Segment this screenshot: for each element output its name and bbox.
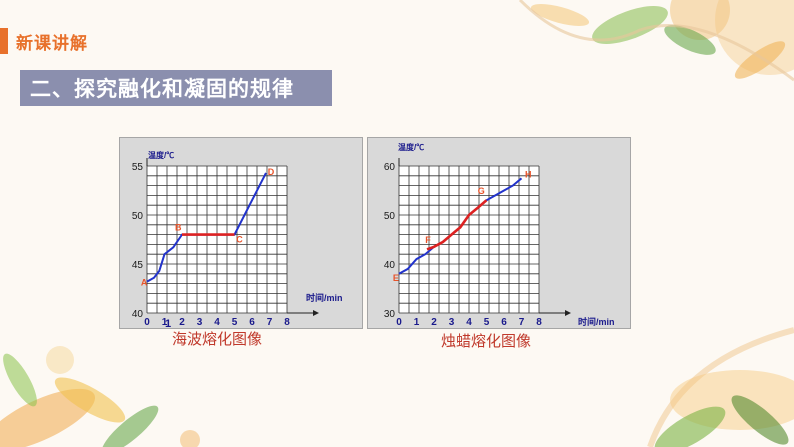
x-tick-label: 4 xyxy=(466,317,472,328)
y-tick-label: 50 xyxy=(132,211,144,222)
series-line-red xyxy=(426,199,488,251)
y-tick-label: 30 xyxy=(384,309,396,320)
x-tick-label: 2 xyxy=(179,317,185,328)
slide-title: 二、探究融化和凝固的规律 xyxy=(30,77,294,101)
title-band: 二、探究融化和凝固的规律 xyxy=(20,70,332,106)
x-tick-label: 3 xyxy=(197,317,203,328)
y-tick-label: 55 xyxy=(132,162,144,173)
x-tick-label: 6 xyxy=(501,317,507,328)
x-tick-label: 6 xyxy=(249,317,255,328)
x-tick-label: 3 xyxy=(449,317,455,328)
point-label-h: H xyxy=(525,169,532,179)
chart-panel-hypo: 0 1 2 3 4 5 6 7 8 40 45 50 55 温度/℃ 时间/min 1 A B C D xyxy=(119,137,363,329)
x-axis-arrow xyxy=(565,310,571,316)
point-label-c: C xyxy=(236,234,243,244)
chart-panel-wax: 0 1 2 3 4 5 6 7 8 30 40 50 60 温度/℃ 时间/min E F G H xyxy=(367,137,631,329)
chart-caption-hypo: 海波熔化图像 xyxy=(172,330,263,348)
point-label-g: G xyxy=(478,186,485,196)
y-tick-label: 45 xyxy=(132,260,144,271)
x-tick-label: 0 xyxy=(144,317,150,328)
axis-marker-label: 1 xyxy=(165,318,171,328)
point-label-e: E xyxy=(393,273,399,283)
x-axis-title: 时间/min xyxy=(578,316,615,327)
y-tick-label: 40 xyxy=(132,309,144,320)
x-tick-label: 7 xyxy=(267,317,273,328)
x-tick-label: 5 xyxy=(232,317,238,328)
x-tick-label: 2 xyxy=(431,317,437,328)
x-tick-label: 8 xyxy=(284,317,290,328)
y-axis-title: 温度/℃ xyxy=(148,150,174,160)
x-axis-title: 时间/min xyxy=(306,292,343,303)
x-tick-label: 1 xyxy=(414,317,420,328)
point-label-f: F xyxy=(425,235,431,245)
section-label: 新课讲解 xyxy=(16,33,88,54)
y-tick-label: 40 xyxy=(384,260,396,271)
x-tick-label: 8 xyxy=(536,317,542,328)
x-tick-label: 7 xyxy=(519,317,525,328)
x-tick-label: 1 xyxy=(162,317,168,328)
x-tick-label: 4 xyxy=(214,317,220,328)
point-label-a: A xyxy=(141,278,148,288)
y-tick-label: 60 xyxy=(384,162,396,173)
header-accent-bar xyxy=(0,28,8,54)
x-tick-label: 5 xyxy=(484,317,490,328)
point-label-b: B xyxy=(175,223,182,233)
point-label-d: D xyxy=(268,167,275,177)
x-tick-label: 0 xyxy=(396,317,402,328)
y-tick-label: 50 xyxy=(384,211,396,222)
y-axis-title: 温度/℃ xyxy=(398,142,424,152)
slide-header: 新课讲解 xyxy=(0,28,150,54)
chart-caption-wax: 烛蜡熔化图像 xyxy=(441,332,532,350)
x-axis-arrow xyxy=(313,310,319,316)
